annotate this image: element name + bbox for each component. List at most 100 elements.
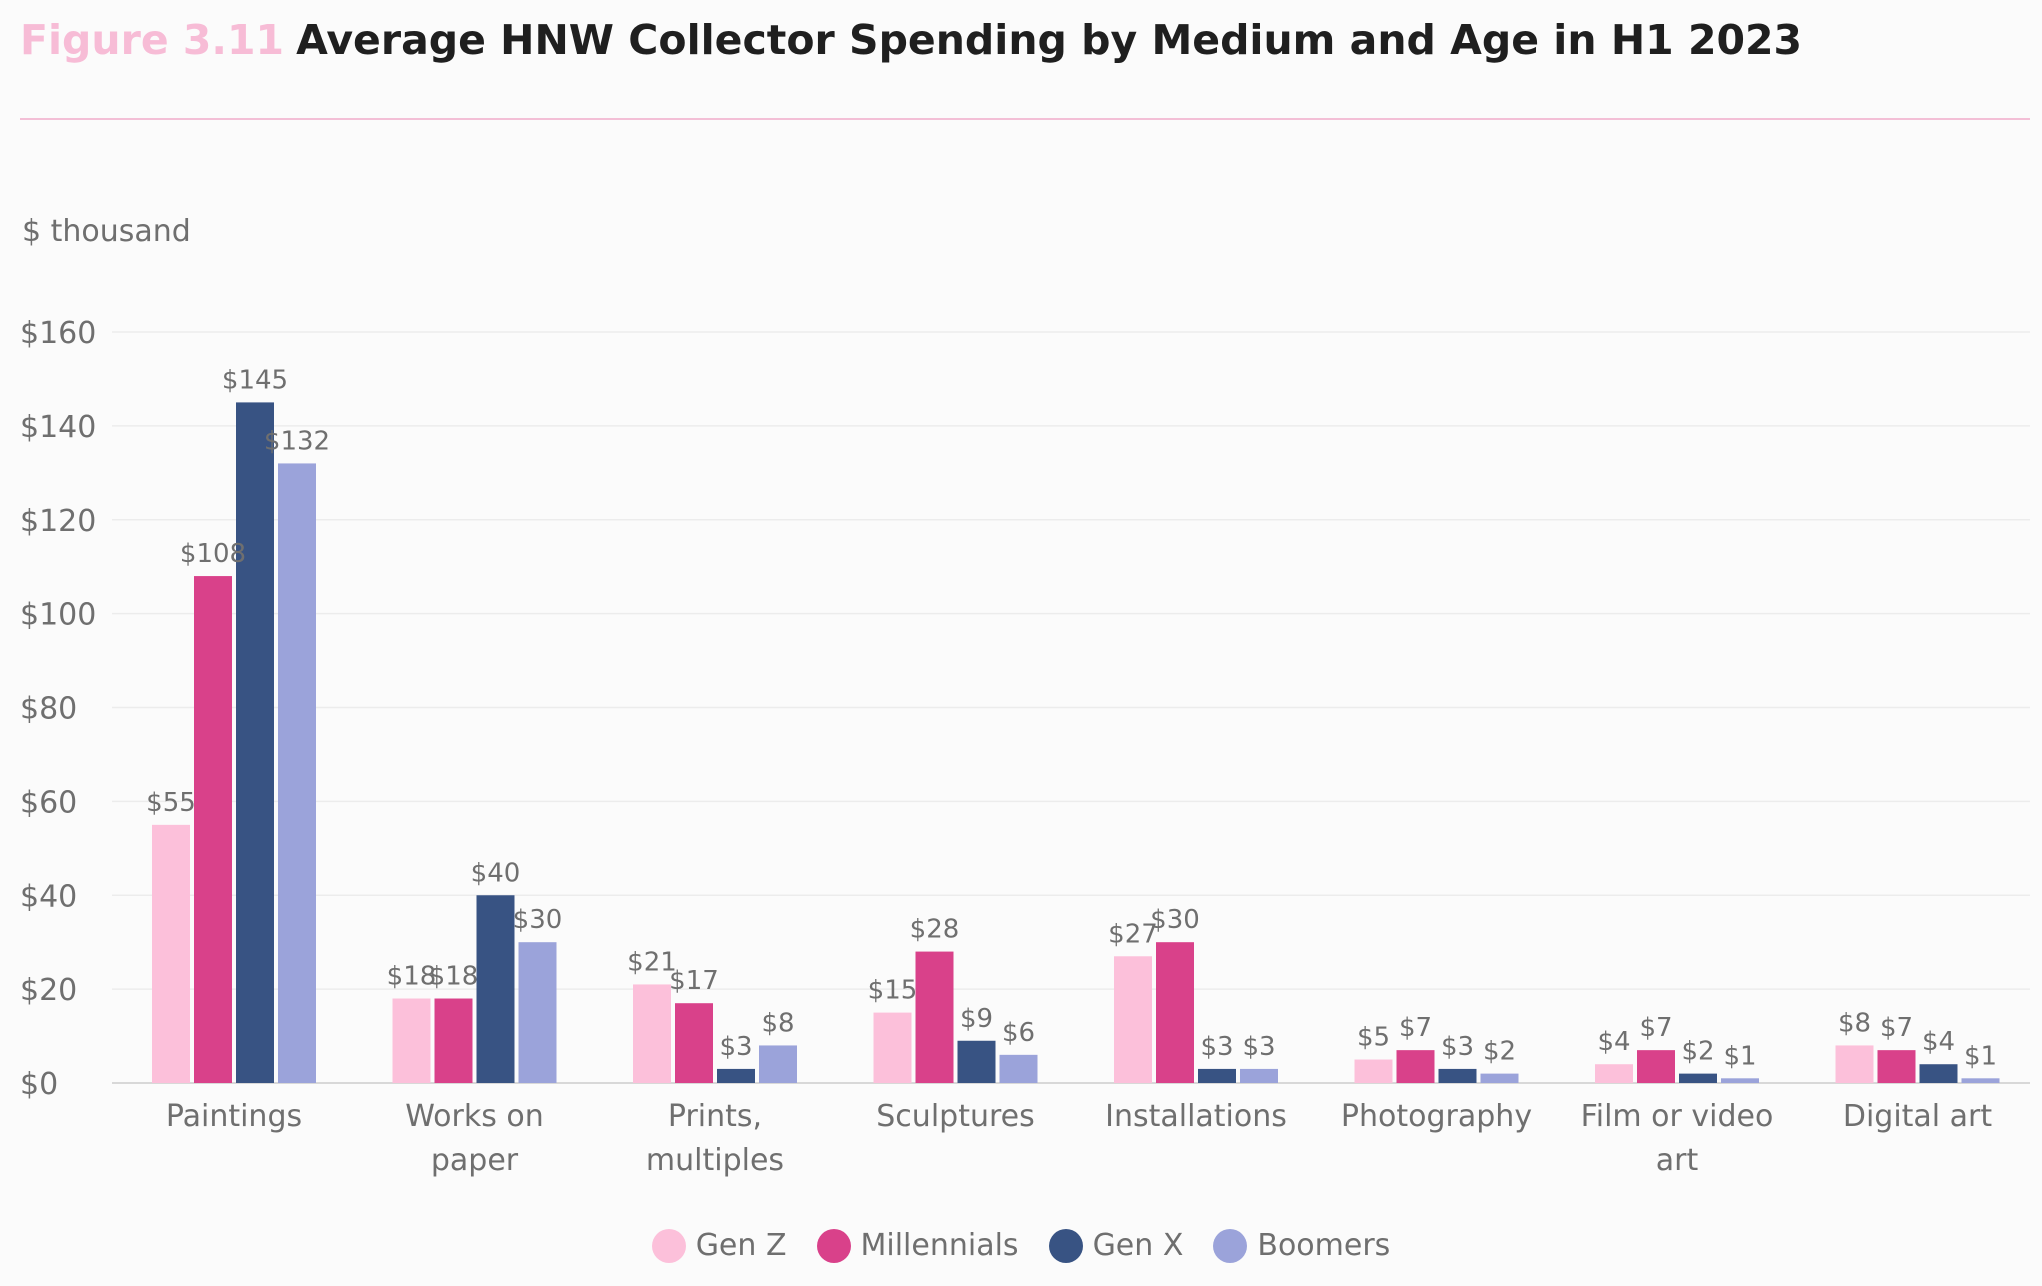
data-label: $145 (222, 365, 288, 395)
bar (236, 402, 274, 1083)
data-label: $4 (1922, 1027, 1955, 1057)
data-label: $30 (1150, 905, 1200, 935)
bar (717, 1068, 755, 1083)
legend-item: Gen X (1048, 1228, 1184, 1263)
x-tick-label: Film or video (1581, 1099, 1774, 1134)
bar (152, 824, 190, 1083)
x-tick-label: multiples (646, 1143, 784, 1178)
data-label: $55 (146, 788, 196, 818)
bar (675, 1003, 713, 1083)
bar (392, 998, 431, 1083)
legend-label: Gen X (1092, 1228, 1184, 1263)
data-label: $21 (627, 947, 677, 977)
y-tick-labels: $0 $20 $40 $60 $80 $100 $120 $140 $160 (20, 316, 96, 1102)
bar (1961, 1078, 2000, 1083)
bar (1240, 1068, 1278, 1083)
data-label: $3 (1242, 1032, 1275, 1062)
bar (278, 463, 316, 1083)
data-label: $5 (1357, 1023, 1390, 1053)
data-label: $15 (868, 976, 918, 1006)
data-label: $3 (719, 1032, 752, 1062)
y-tick-label: $120 (20, 504, 96, 539)
data-label: $7 (1880, 1013, 1913, 1043)
x-tick-label: Photography (1341, 1099, 1532, 1134)
bar (633, 984, 671, 1083)
chart-title: Figure 3.11 Average HNW Collector Spendin… (20, 16, 1802, 64)
x-tick-label: Sculptures (876, 1099, 1034, 1134)
y-tick-label: $160 (20, 316, 96, 351)
bar (1114, 956, 1152, 1083)
legend-item: Boomers (1213, 1228, 1390, 1263)
bar (1877, 1050, 1916, 1083)
x-tick-label: Digital art (1843, 1099, 1993, 1134)
data-label: $30 (513, 905, 563, 935)
data-label: $18 (387, 962, 437, 992)
legend-item: Gen Z (651, 1228, 787, 1263)
y-tick-label: $0 (20, 1067, 58, 1102)
bar (434, 998, 473, 1083)
figure-title: Average HNW Collector Spending by Medium… (296, 16, 1803, 64)
bar (1438, 1068, 1477, 1083)
bars (152, 402, 2000, 1083)
x-tick-label: Installations (1105, 1099, 1287, 1134)
y-axis-unit-label: $ thousand (22, 214, 191, 249)
bar (957, 1040, 996, 1083)
data-label: $4 (1597, 1027, 1630, 1057)
bar (759, 1045, 797, 1083)
data-label: $40 (471, 858, 521, 888)
data-label: $1 (1723, 1041, 1756, 1071)
y-tick-label: $80 (20, 692, 77, 727)
data-label: $2 (1483, 1037, 1516, 1067)
bar (1354, 1059, 1393, 1083)
bar (1679, 1073, 1717, 1083)
y-tick-label: $60 (20, 785, 77, 820)
data-label: $132 (264, 426, 330, 456)
data-label: $7 (1639, 1013, 1672, 1043)
data-label: $2 (1681, 1037, 1714, 1067)
title-divider (20, 118, 2030, 120)
data-label: $6 (1002, 1018, 1035, 1048)
figure-label: Figure 3.11 (20, 16, 285, 64)
bar (1835, 1045, 1874, 1083)
bar (1721, 1078, 1759, 1083)
bar (1480, 1073, 1519, 1083)
data-label: $8 (761, 1008, 794, 1038)
legend: Gen Z Millennials Gen X Boomers (0, 1228, 2042, 1263)
bar (1637, 1050, 1675, 1083)
bar (1396, 1050, 1435, 1083)
bar (1595, 1064, 1633, 1083)
data-label: $3 (1441, 1032, 1474, 1062)
x-tick-label: Paintings (166, 1099, 302, 1134)
legend-swatch (816, 1228, 851, 1263)
bar (1919, 1064, 1958, 1083)
x-tick-label: Prints, (668, 1099, 762, 1134)
x-tick-label: paper (431, 1143, 519, 1178)
data-label: $1 (1964, 1041, 1997, 1071)
data-label: $7 (1399, 1013, 1432, 1043)
data-label: $27 (1108, 919, 1158, 949)
x-tick-label: art (1656, 1143, 1699, 1178)
y-tick-label: $100 (20, 598, 96, 633)
data-labels: $55 $108 $145 $132 $18$18 $40 $30 $21$17 $3 $8 $15… (146, 365, 1997, 1071)
legend-label: Gen Z (695, 1228, 787, 1263)
data-label: $108 (180, 539, 246, 569)
bar (1198, 1068, 1236, 1083)
x-tick-label: Works on (405, 1099, 544, 1134)
legend-item: Millennials (816, 1228, 1019, 1263)
data-label: $8 (1838, 1008, 1871, 1038)
data-label: $18 (429, 962, 479, 992)
x-tick-labels: Paintings Works on paper Prints, multiples Sc… (166, 1099, 1993, 1178)
y-tick-label: $20 (20, 973, 77, 1008)
bar (915, 951, 954, 1083)
bar (518, 942, 557, 1083)
data-label: $28 (910, 915, 960, 945)
data-label: $3 (1200, 1032, 1233, 1062)
legend-swatch (1048, 1228, 1083, 1263)
legend-label: Millennials (860, 1228, 1019, 1263)
y-tick-label: $140 (20, 410, 96, 445)
bar (476, 895, 515, 1083)
legend-label: Boomers (1257, 1228, 1391, 1263)
bar (999, 1054, 1038, 1083)
legend-swatch (651, 1228, 686, 1263)
